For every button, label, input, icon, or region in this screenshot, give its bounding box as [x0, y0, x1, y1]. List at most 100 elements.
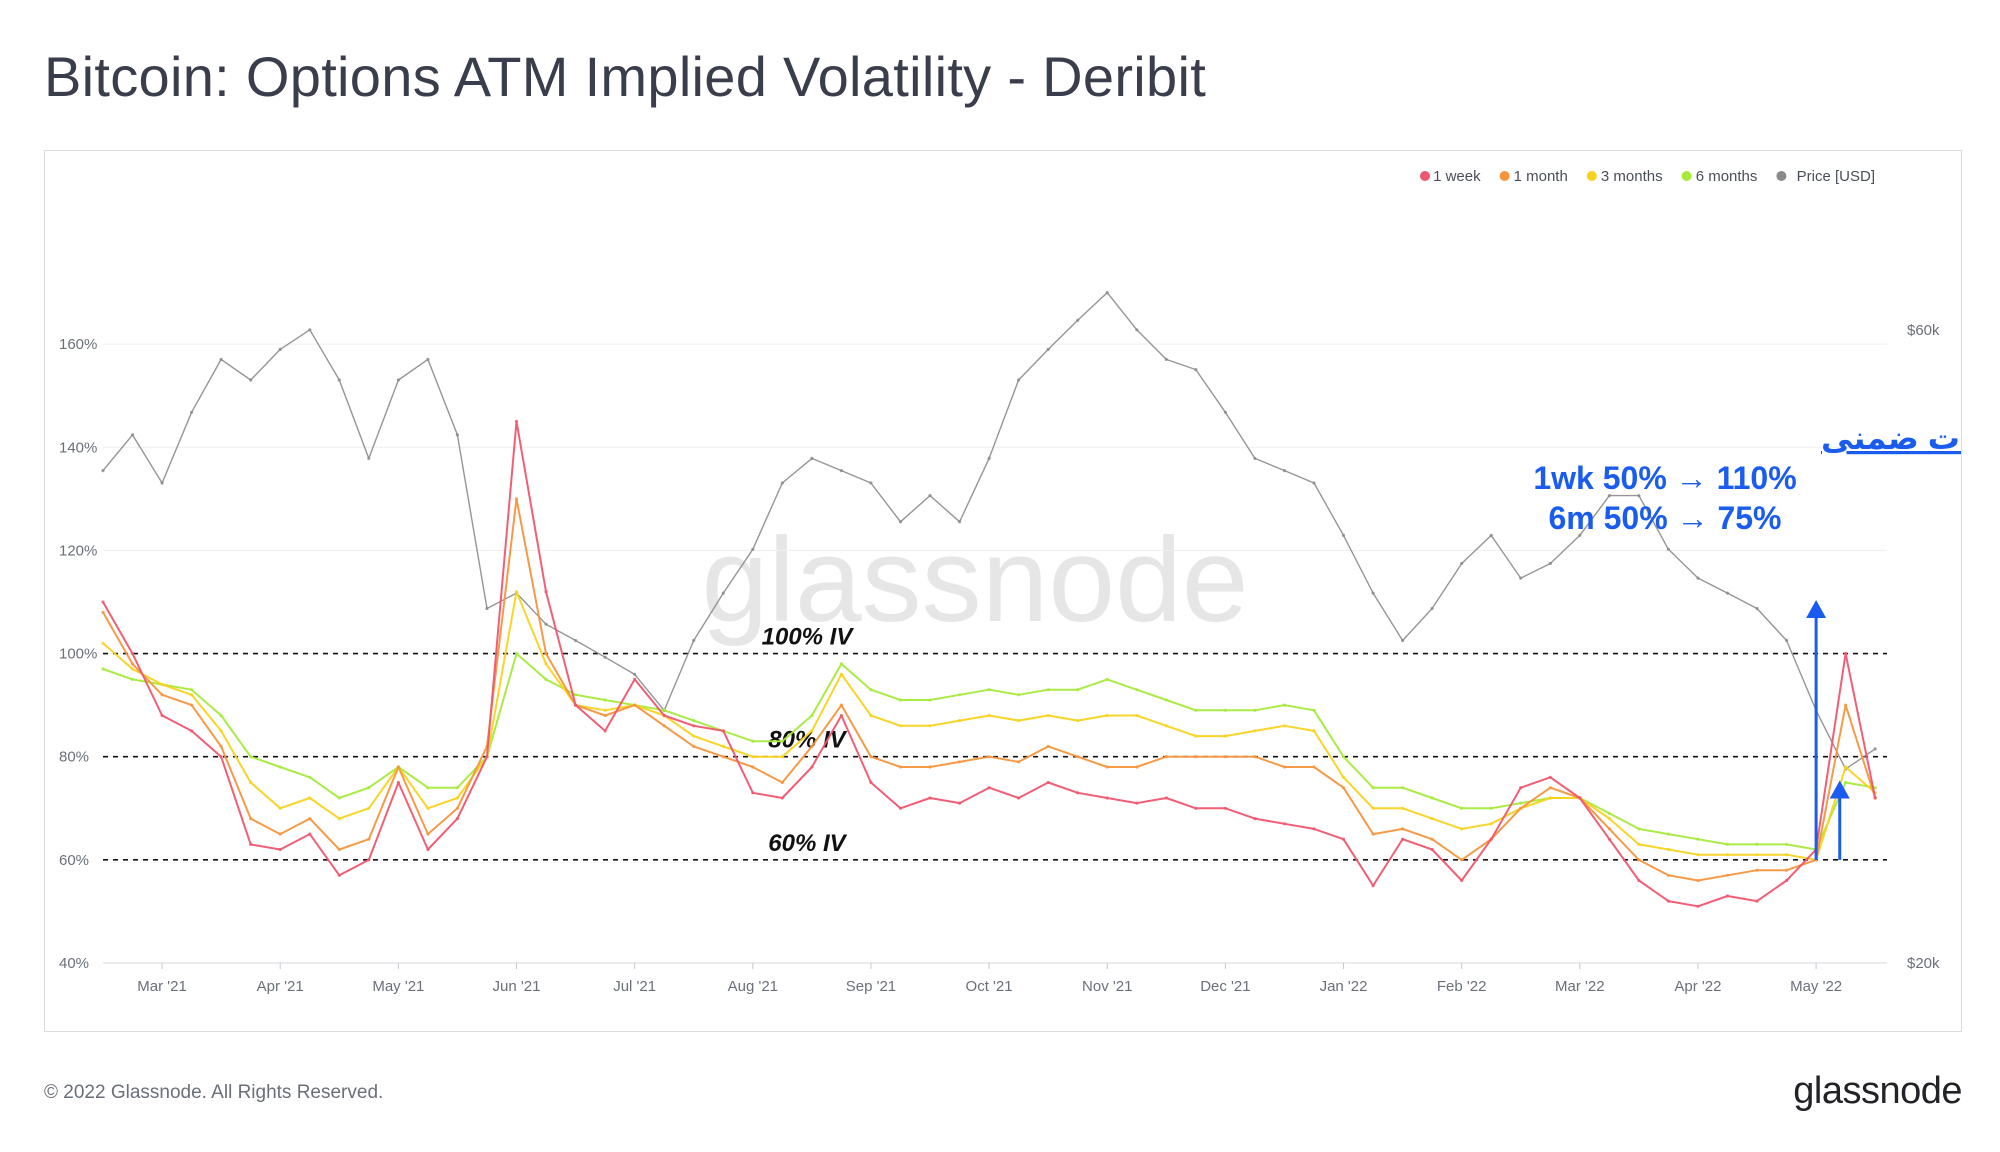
- annotation-line2: 6m 50% → 75%: [1548, 500, 1781, 536]
- data-point-six-months: [1844, 780, 1848, 785]
- annotation-line1: 1wk 50% → 110%: [1533, 460, 1796, 496]
- data-point-week: [1785, 878, 1789, 883]
- data-point-week: [751, 791, 755, 795]
- data-point-week: [190, 729, 194, 733]
- data-point-month: [1046, 744, 1050, 749]
- reference-line-label: 100% IV: [762, 624, 855, 651]
- data-point-week: [839, 713, 844, 718]
- legend-swatch-three-months: [1586, 171, 1597, 181]
- data-point-week: [367, 858, 371, 862]
- data-point-month: [1371, 832, 1375, 836]
- data-point-price: [1725, 591, 1730, 595]
- data-point-three-months: [1341, 775, 1346, 779]
- data-point-six-months: [1755, 842, 1759, 847]
- data-point-price: [1371, 591, 1375, 595]
- data-point-six-months: [278, 765, 282, 769]
- data-point-three-months: [278, 806, 282, 810]
- x-tick-label: Jul '21: [613, 978, 656, 995]
- data-point-month: [1105, 765, 1109, 769]
- data-point-price: [101, 469, 105, 473]
- data-point-three-months: [514, 590, 519, 594]
- data-point-three-months: [603, 708, 607, 712]
- data-point-month: [426, 832, 430, 836]
- data-point-month: [249, 817, 253, 821]
- x-tick-label: Oct '21: [966, 978, 1013, 995]
- data-point-six-months: [692, 719, 696, 723]
- x-axis: Mar '21 Apr '21 May '21 Jun '21 Jul '21 Aug '…: [103, 962, 1887, 995]
- data-point-month: [662, 724, 666, 728]
- data-point-price: [190, 410, 194, 414]
- data-point-three-months: [130, 667, 135, 671]
- data-point-week: [958, 801, 962, 805]
- data-point-three-months: [1637, 842, 1641, 847]
- legend-swatch-month: [1499, 171, 1510, 181]
- data-point-month: [1076, 755, 1080, 759]
- y-tick-label: 120%: [59, 542, 97, 559]
- data-point-week: [1401, 837, 1405, 841]
- data-point-month: [1607, 827, 1611, 831]
- data-point-week: [1578, 796, 1582, 800]
- data-point-three-months: [1489, 822, 1493, 826]
- data-point-week: [721, 729, 725, 733]
- data-point-six-months: [1785, 842, 1789, 847]
- y-right-tick-label: $20k: [1907, 955, 1940, 972]
- watermark-text: glassnode: [701, 513, 1248, 647]
- data-point-six-months: [308, 775, 312, 779]
- data-point-month: [603, 713, 607, 718]
- data-point-six-months: [1194, 708, 1198, 712]
- data-point-price: [721, 591, 725, 595]
- data-point-price: [337, 378, 341, 382]
- data-point-month: [810, 744, 814, 749]
- data-point-price: [396, 378, 400, 382]
- y-axis-right: $20k $60k: [1907, 322, 1940, 972]
- data-point-six-months: [1873, 786, 1877, 790]
- data-point-three-months: [1666, 847, 1670, 852]
- data-point-price: [1607, 494, 1611, 498]
- data-point-six-months: [1489, 806, 1493, 810]
- data-point-six-months: [1637, 827, 1641, 831]
- data-point-month: [1017, 760, 1021, 764]
- footer-copyright: © 2022 Glassnode. All Rights Reserved.: [44, 1082, 384, 1103]
- data-point-three-months: [1844, 765, 1848, 769]
- data-point-price: [1460, 561, 1464, 566]
- data-point-month: [869, 755, 873, 759]
- data-point-three-months: [308, 796, 312, 800]
- data-point-month: [1430, 837, 1434, 841]
- data-point-week: [101, 600, 105, 604]
- x-tick-label: Jun '21: [493, 978, 541, 995]
- data-point-week: [1282, 822, 1287, 826]
- data-point-month: [780, 780, 784, 785]
- data-point-three-months: [987, 713, 991, 718]
- data-point-price: [278, 347, 282, 351]
- data-point-six-months: [1725, 842, 1730, 847]
- data-point-price: [1076, 318, 1080, 322]
- data-point-six-months: [751, 739, 755, 743]
- data-point-price: [1253, 456, 1257, 460]
- data-point-price: [928, 494, 932, 498]
- data-point-month: [721, 755, 725, 759]
- legend-item-price: Price [USD]: [1797, 168, 1875, 185]
- data-point-price: [869, 481, 873, 485]
- data-point-price: [633, 672, 637, 677]
- data-point-price: [1017, 378, 1021, 382]
- data-point-three-months: [1046, 713, 1050, 718]
- data-point-six-months: [1401, 786, 1405, 790]
- data-point-three-months: [160, 682, 164, 687]
- data-point-week: [249, 842, 253, 847]
- data-point-three-months: [1194, 734, 1198, 738]
- data-point-week: [987, 786, 991, 790]
- data-point-price: [958, 520, 962, 524]
- data-point-week: [1519, 786, 1523, 790]
- data-point-week: [396, 780, 400, 785]
- data-point-price: [130, 433, 135, 437]
- data-point-six-months: [780, 739, 784, 743]
- data-point-price: [1785, 638, 1789, 643]
- data-point-month: [1223, 755, 1227, 759]
- data-point-three-months: [190, 693, 194, 697]
- data-point-price: [249, 378, 253, 382]
- data-point-six-months: [1696, 837, 1700, 841]
- data-point-price: [1194, 368, 1198, 372]
- data-point-six-months: [1017, 693, 1021, 697]
- annotation: افزایش ناگهانی نوسانات ضمنی 1wk 50% → 11…: [1533, 419, 1961, 536]
- data-point-six-months: [1341, 755, 1346, 759]
